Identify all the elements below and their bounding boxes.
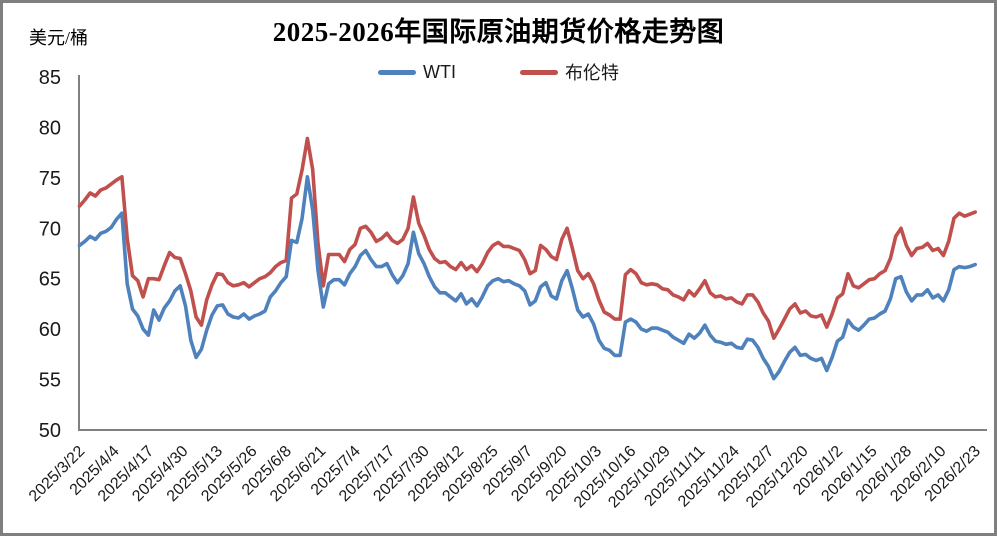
plot-area: 85807570656055502025/3/222025/4/42025/4/… (26, 67, 987, 511)
brent-line (77, 136, 978, 341)
legend-item-wti: WTI (378, 62, 456, 83)
wti-legend-swatch-icon (378, 69, 416, 75)
y-axis-tick-label: 80 (39, 117, 61, 139)
wti-legend-label: WTI (423, 61, 456, 82)
y-axis-tick-label: 55 (39, 370, 61, 392)
legend-item-brent: 布伦特 (520, 59, 619, 85)
chart-title: 2025-2026年国际原油期货价格走势图 (272, 17, 725, 47)
y-axis-unit-label: 美元/桶 (29, 28, 89, 48)
y-axis-tick-label: 50 (39, 420, 61, 442)
y-axis-tick-label: 65 (39, 269, 61, 291)
y-axis-tick-label: 70 (39, 218, 61, 240)
wti-line (77, 175, 978, 381)
y-axis-tick-label: 60 (39, 319, 61, 341)
brent-legend-label: 布伦特 (565, 63, 619, 83)
y-axis-tick-label: 75 (39, 168, 61, 190)
brent-legend-swatch-icon (520, 69, 558, 75)
legend: WTI 布伦特 (3, 59, 994, 85)
y-axis-tick-label: 85 (39, 67, 61, 89)
